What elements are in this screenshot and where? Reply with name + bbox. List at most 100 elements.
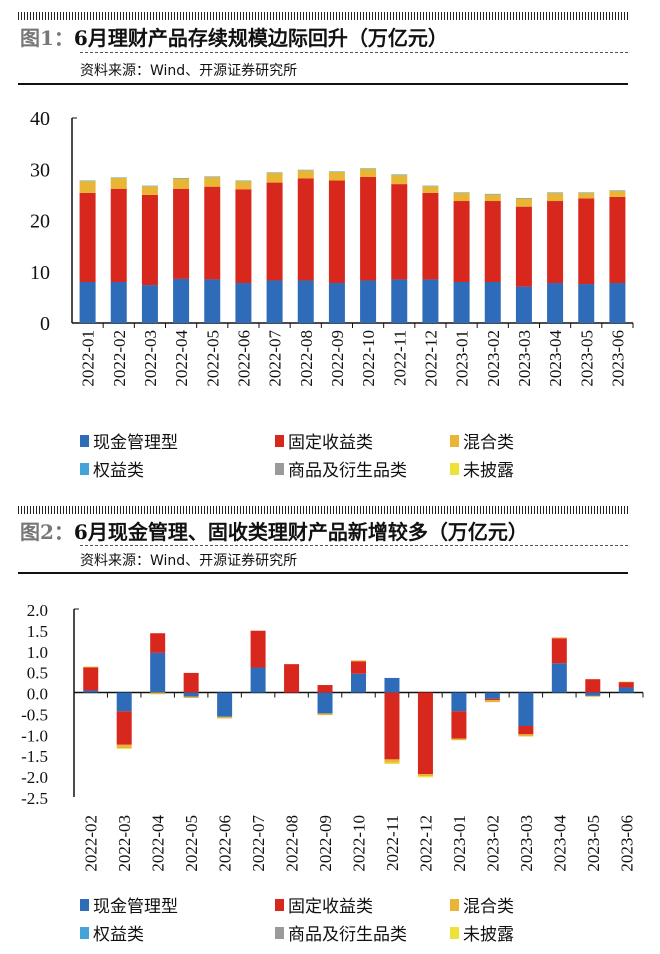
x-tick-label: 2022-08 bbox=[283, 815, 302, 872]
legend-swatch bbox=[275, 462, 284, 475]
legend-item-equity: 权益类 bbox=[80, 920, 144, 945]
bar-segment-equity bbox=[328, 171, 345, 172]
bar-segment-cash bbox=[453, 282, 470, 323]
y-tick-label: 10 bbox=[30, 262, 50, 284]
figure-1-title: 图1：6月理财产品存续规模边际回升（万亿元） bbox=[20, 22, 448, 51]
chart-2: -2.5 -2.0 -1.5 -1.0 -0.50.0 0.5 1.0 1.5 2.0 2022-… bbox=[21, 601, 644, 872]
bar-segment-mixed bbox=[384, 759, 400, 763]
bar-segment-fixed bbox=[183, 672, 199, 693]
legend-swatch bbox=[275, 898, 284, 911]
bar-segment-cash bbox=[578, 284, 595, 323]
figure-2-title-text: 6月现金管理、固收类理财产品新增较多（万亿元） bbox=[73, 520, 528, 544]
bar-segment-equity bbox=[297, 169, 314, 171]
bar-segment-cash bbox=[351, 673, 366, 693]
x-tick-label: 2023-03 bbox=[515, 330, 534, 387]
bar-segment-mixed bbox=[150, 692, 166, 695]
legend-label: 现金管理型 bbox=[93, 897, 178, 917]
legend-swatch bbox=[80, 434, 89, 447]
legend-swatch bbox=[80, 898, 89, 911]
bar-segment-fixed bbox=[453, 201, 470, 282]
y-tick-label: 1.5 bbox=[27, 622, 48, 641]
bar-segment-mixed bbox=[235, 181, 252, 190]
bar-segment-mixed bbox=[79, 181, 96, 193]
bar-segment-fixed bbox=[116, 711, 132, 745]
bar-segment-fixed bbox=[618, 682, 634, 688]
x-tick-label: 2023-06 bbox=[608, 330, 627, 387]
legend-swatch bbox=[80, 926, 89, 939]
bar-segment-fixed bbox=[451, 711, 467, 739]
legend-swatch bbox=[450, 898, 459, 911]
y-tick-label: 20 bbox=[30, 211, 50, 233]
bar-segment-fixed bbox=[351, 661, 366, 674]
bar-segment-cash bbox=[110, 282, 127, 323]
legend-label: 未披露 bbox=[463, 461, 514, 481]
figure-2-label: 图2： bbox=[20, 520, 74, 544]
legend-label: 权益类 bbox=[93, 461, 144, 481]
x-tick-label: 2022-12 bbox=[416, 815, 435, 872]
bar-segment-cash bbox=[391, 279, 408, 323]
bar-segment-mixed bbox=[217, 716, 233, 719]
y-tick-label: -2.5 bbox=[21, 789, 48, 808]
x-tick-label: 2023-03 bbox=[517, 815, 536, 872]
bar-segment-cash bbox=[204, 279, 221, 323]
bar-segment-mixed bbox=[453, 192, 470, 202]
bar-segment-cash bbox=[173, 278, 190, 323]
legend-item-cash: 现金管理型 bbox=[80, 428, 178, 453]
x-tick-label: 2022-11 bbox=[390, 330, 409, 386]
bar-segment-equity bbox=[79, 180, 96, 182]
bar-segment-fixed bbox=[204, 186, 221, 280]
bar-segment-equity bbox=[453, 192, 470, 193]
legend-swatch bbox=[450, 434, 459, 447]
bar-segment-fixed bbox=[384, 692, 400, 760]
x-tick-label: 2022-10 bbox=[350, 815, 369, 872]
y-tick-label: 2.0 bbox=[27, 601, 48, 620]
bar-segment-fixed bbox=[422, 192, 439, 280]
bar-segment-cash bbox=[518, 692, 534, 726]
x-tick-label: 2023-04 bbox=[546, 330, 565, 387]
bar-segment-cash bbox=[116, 692, 132, 712]
legend-item-commodity: 商品及衍生品类 bbox=[275, 920, 407, 945]
bar-segment-mixed bbox=[609, 190, 626, 197]
bar-segment-equity bbox=[391, 174, 408, 175]
x-tick-label: 2022-07 bbox=[249, 815, 268, 872]
bar-segment-fixed bbox=[79, 192, 96, 282]
bar-segment-cash bbox=[451, 692, 467, 712]
bar-segment-mixed bbox=[578, 192, 595, 199]
divider bbox=[80, 52, 628, 53]
y-tick-label: 1.0 bbox=[27, 643, 48, 662]
bar-segment-fixed bbox=[417, 692, 433, 775]
x-tick-label: 2022-01 bbox=[79, 330, 98, 387]
bar-segment-cash bbox=[217, 692, 233, 717]
bar-segment-fixed bbox=[578, 198, 595, 285]
figure-2-source: 资料来源：Wind、开源证券研究所 bbox=[80, 553, 298, 569]
x-tick-label: 2023-01 bbox=[453, 330, 472, 387]
bar-segment-mixed bbox=[83, 666, 99, 668]
chart-1-legend: 现金管理型 固定收益类 混合类 权益类 商品及衍生品类 未披露 bbox=[80, 428, 640, 484]
bar-segment-equity bbox=[141, 185, 158, 187]
y-tick-label: -1.0 bbox=[21, 726, 48, 745]
x-tick-label: 2023-01 bbox=[450, 815, 469, 872]
legend-label: 混合类 bbox=[463, 433, 514, 453]
bar-segment-cash bbox=[79, 282, 96, 323]
x-tick-label: 2022-08 bbox=[297, 330, 316, 387]
bar-segment-fixed bbox=[150, 633, 166, 653]
bar-segment-cash bbox=[328, 283, 345, 323]
bar-segment-mixed bbox=[141, 186, 158, 195]
bar-segment-fixed bbox=[360, 176, 377, 281]
x-tick-label: 2022-09 bbox=[328, 330, 347, 387]
x-tick-label: 2023-05 bbox=[584, 815, 603, 872]
legend-label: 未披露 bbox=[463, 925, 514, 945]
bar-segment-cash bbox=[83, 690, 99, 693]
legend-swatch bbox=[450, 926, 459, 939]
y-tick-label: -1.5 bbox=[21, 747, 48, 766]
bar-segment-fixed bbox=[297, 178, 314, 281]
header-hatch bbox=[18, 12, 628, 20]
x-tick-label: 2022-02 bbox=[110, 330, 129, 387]
bar-segment-cash bbox=[384, 677, 400, 693]
legend-item-mixed: 混合类 bbox=[450, 428, 514, 453]
legend-label: 现金管理型 bbox=[93, 433, 178, 453]
bar-segment-fixed bbox=[317, 685, 333, 693]
x-tick-label: 2022-05 bbox=[182, 815, 201, 872]
bar-segment-cash bbox=[609, 283, 626, 323]
x-tick-label: 2022-02 bbox=[82, 815, 101, 872]
